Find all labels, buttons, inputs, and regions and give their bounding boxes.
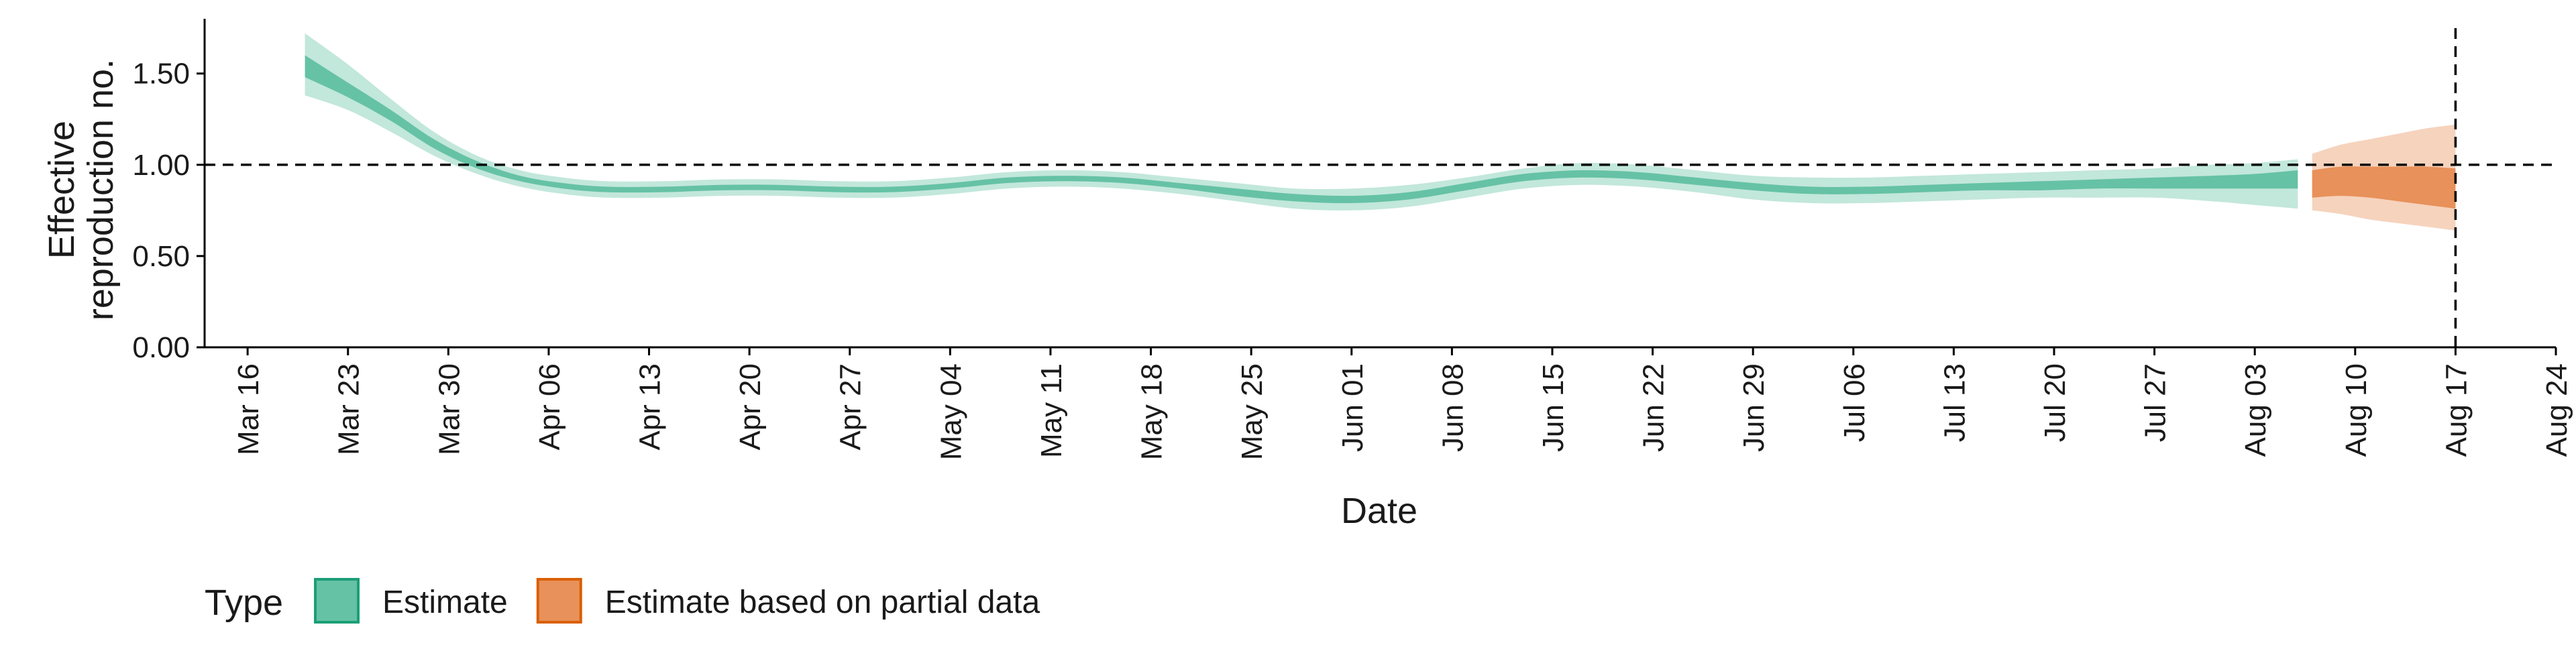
legend: Type Estimate Estimate based on partial da… [205, 578, 1040, 624]
y-axis-title-line: reproduction no. [80, 59, 121, 320]
x-tick-label: Jun 01 [1336, 363, 1369, 452]
x-tick-label: Jul 20 [2039, 363, 2072, 442]
x-tick-label: Aug 10 [2340, 363, 2373, 457]
x-tick-label: Mar 16 [232, 363, 265, 455]
legend-title: Type [205, 583, 283, 623]
x-axis-title: Date [1341, 491, 1417, 531]
x-tick-label: Jul 13 [1938, 363, 1971, 442]
x-tick-label: May 18 [1136, 363, 1169, 460]
x-tick-label: Mar 30 [433, 363, 466, 455]
y-axis-title-line: Effective [42, 121, 82, 259]
x-tick-label: May 04 [934, 363, 967, 460]
estimate-band-50 [305, 55, 2298, 204]
estimate-band-90 [305, 33, 2298, 211]
x-tick-label: Jun 15 [1537, 363, 1570, 452]
x-tick-label: Aug 24 [2540, 363, 2573, 457]
x-tick-label: Apr 20 [734, 363, 767, 451]
legend-label: Estimate [382, 585, 508, 620]
x-tick-label: Jul 27 [2139, 363, 2172, 442]
x-tick-label: Apr 13 [634, 363, 667, 451]
y-tick-label: 0.50 [132, 240, 190, 273]
x-tick-label: Jul 06 [1838, 363, 1871, 442]
legend-label: Estimate based on partial data [605, 585, 1040, 620]
x-tick-label: Mar 23 [333, 363, 366, 455]
reference-lines-layer [205, 28, 2556, 347]
x-tick-label: Jun 08 [1436, 363, 1469, 452]
axes-layer: 0.00 0.50 1.00 1.50 Mar 16 Mar 23 Mar 30 Apr 06… [132, 19, 2573, 460]
y-tick-label: 1.50 [132, 58, 190, 91]
x-tick-label: May 11 [1035, 363, 1068, 458]
y-tick-label: 1.00 [132, 149, 190, 182]
partial-band-50 [2312, 166, 2456, 209]
x-tick-label: May 25 [1236, 363, 1269, 460]
x-tick-label: Aug 17 [2440, 363, 2473, 457]
ribbons-layer [305, 33, 2456, 231]
legend-key [314, 578, 360, 624]
x-tick-label: Jun 29 [1737, 363, 1770, 452]
y-axis-title: Effectivereproduction no. [42, 59, 121, 320]
x-tick-label: Apr 27 [835, 363, 867, 451]
x-tick-label: Aug 03 [2239, 363, 2272, 457]
legend-key [536, 578, 582, 624]
x-tick-label: Jun 22 [1638, 363, 1670, 452]
x-tick-label: Apr 06 [533, 363, 566, 451]
y-tick-label: 0.00 [132, 331, 190, 364]
